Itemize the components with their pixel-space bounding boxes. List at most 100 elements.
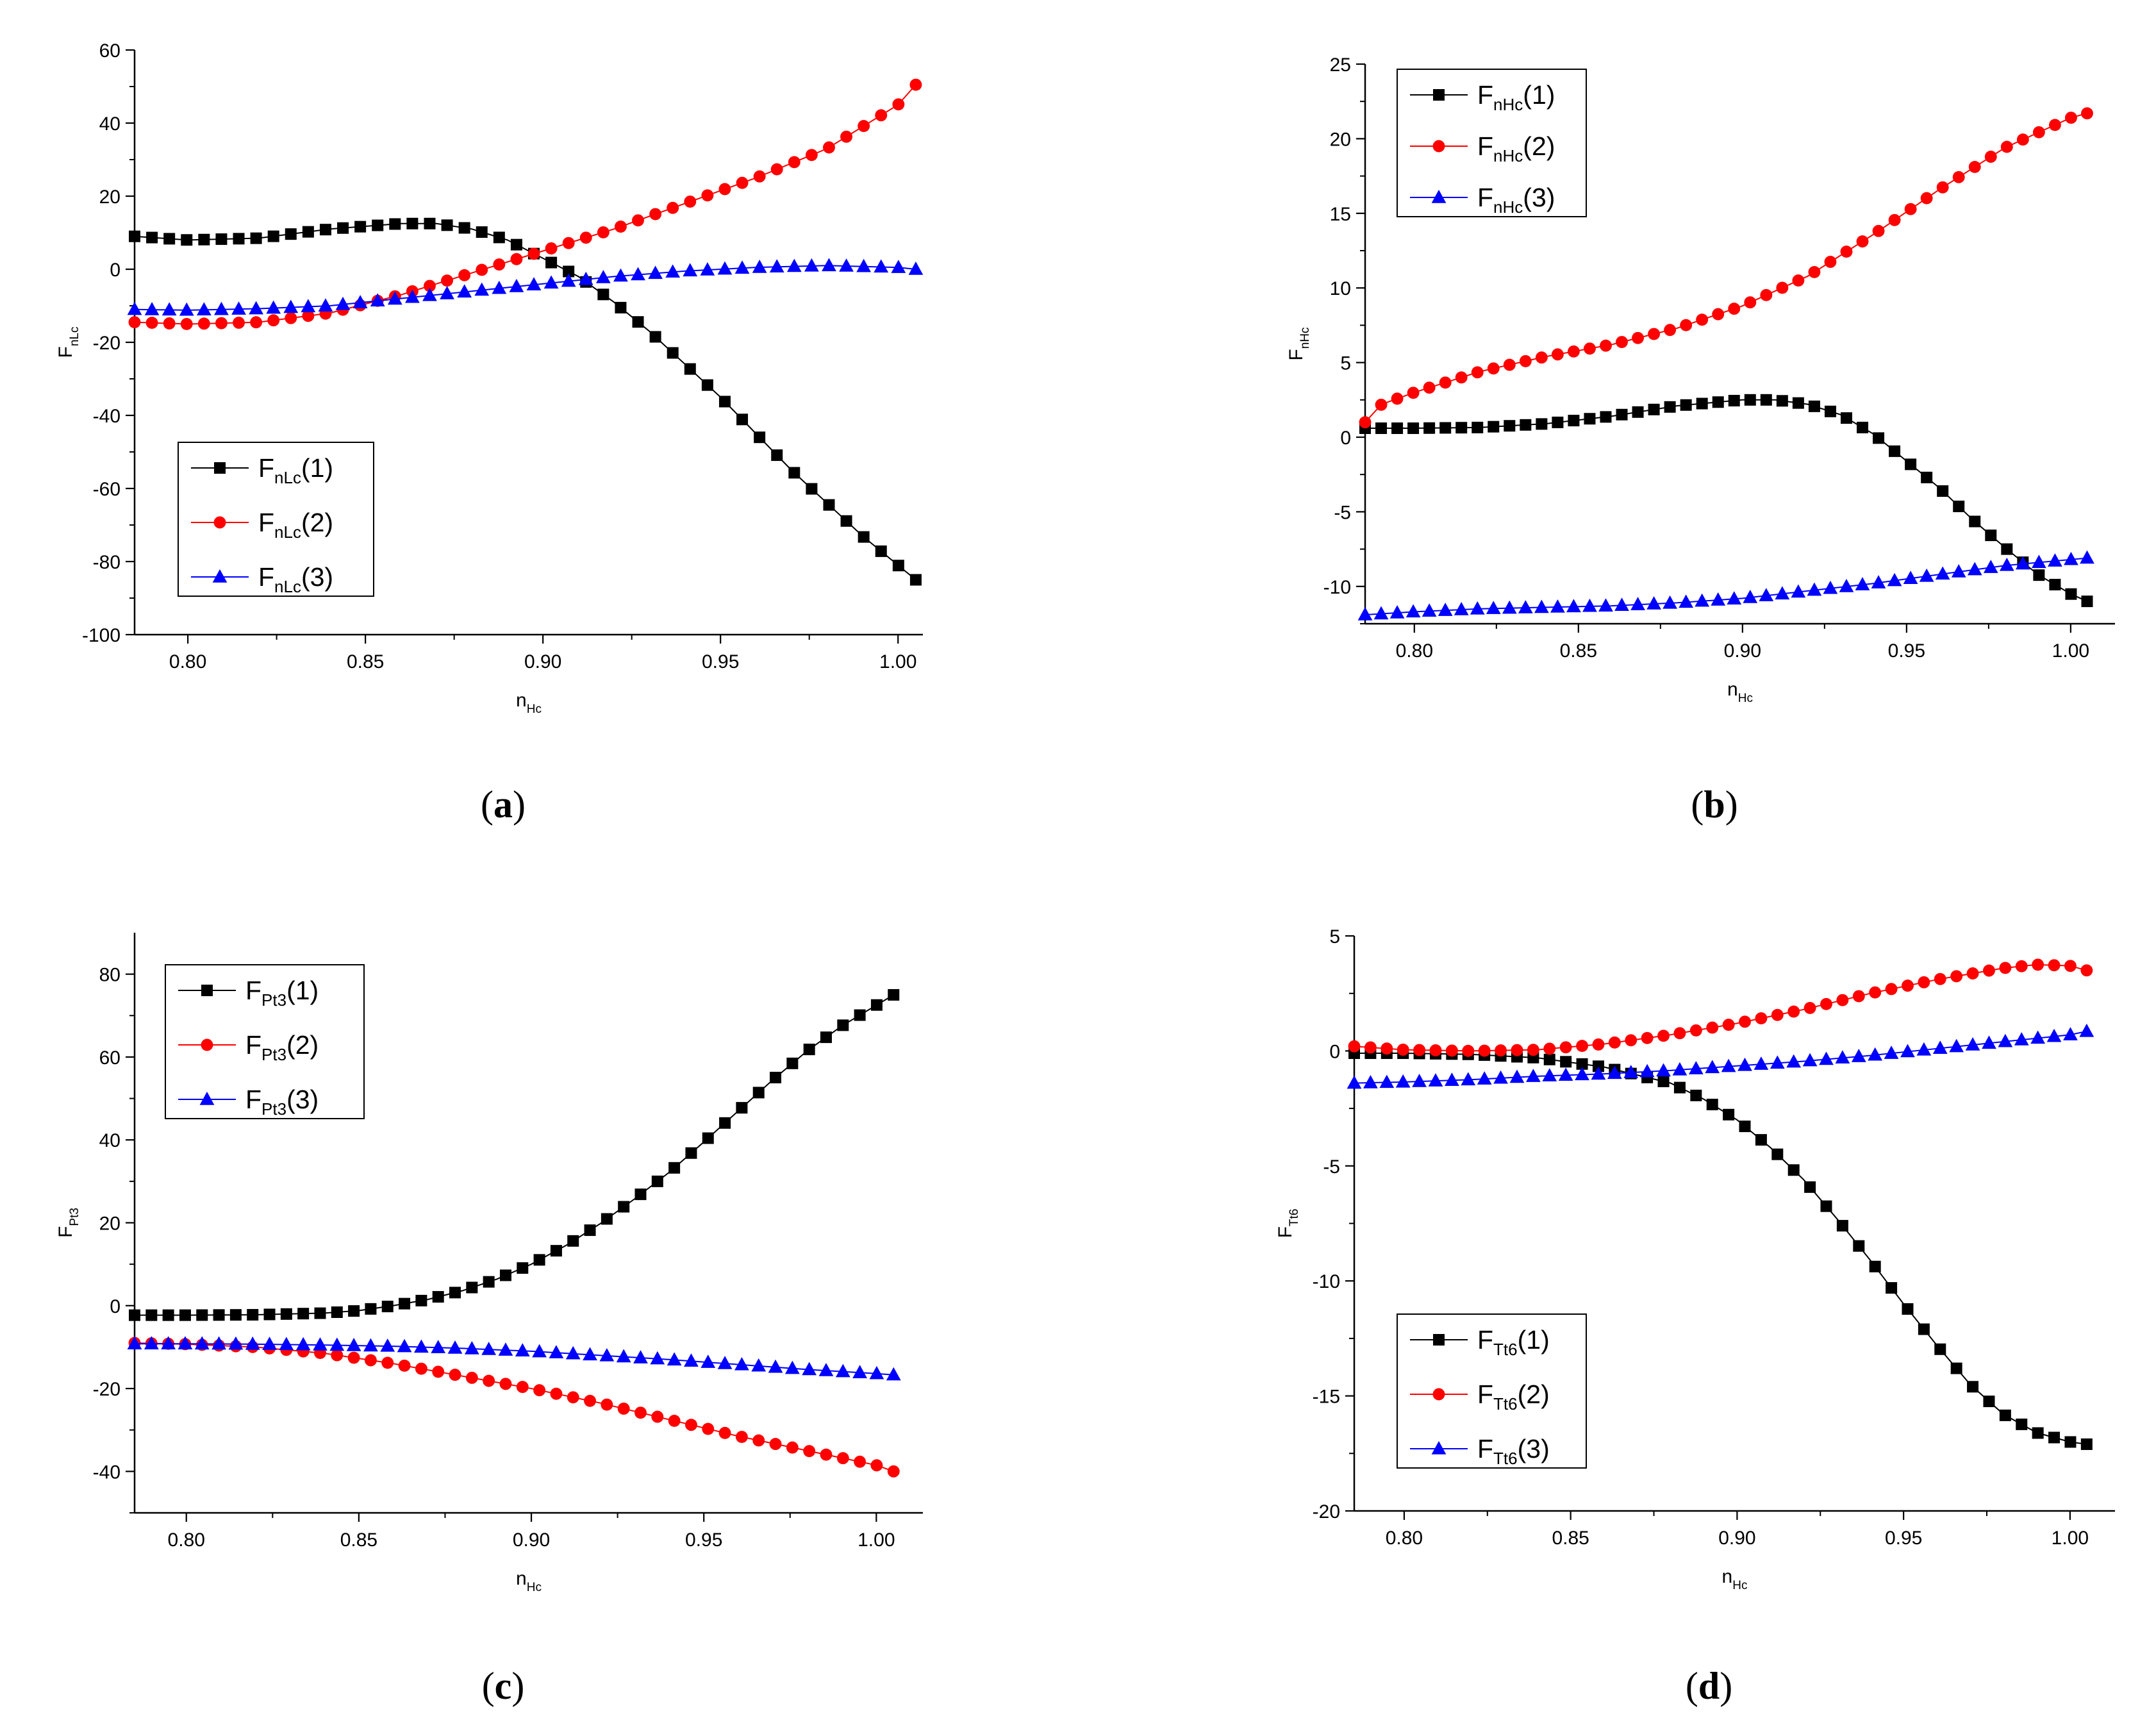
data-point [415,1362,427,1375]
series-line [1364,557,2087,616]
y-tick-label: -20 [93,1379,120,1400]
data-point [2001,543,2013,555]
data-point [331,1349,344,1362]
data-point [510,253,523,265]
data-point [752,1434,765,1447]
data-point [1819,1051,1834,1065]
data-point [734,260,750,274]
data-point [1527,1044,1539,1056]
data-point [1711,592,1726,606]
data-point [1519,354,1532,367]
data-point [498,1342,513,1356]
legend-item-2: FPt3(2) [178,1030,319,1064]
legend-item-3: FnHc(3) [1410,183,1555,217]
data-point [567,1235,579,1247]
data-point [567,1391,579,1404]
data-point [267,230,279,242]
data-point [347,1351,360,1364]
data-point [788,467,800,479]
data-point [1771,1008,1784,1021]
data-point [2048,553,2062,567]
data-point [1536,418,1548,430]
data-point [1920,192,1933,204]
data-point [1804,1181,1816,1193]
data-point [1984,151,1997,163]
data-point [526,277,542,290]
data-point [1999,1409,2011,1421]
data-point [464,1340,479,1355]
data-point [631,267,645,281]
data-point [1770,1055,1785,1069]
y-tick-label: -40 [93,1462,120,1483]
data-point [701,1355,716,1368]
legend-label: FnLc(3) [258,562,333,596]
data-point [457,284,472,298]
data-point [543,275,559,289]
data-point [601,1213,613,1225]
data-point [1696,313,1709,326]
x-tick-label: 1.00 [2052,1528,2089,1549]
data-point [354,221,367,233]
legend-marker [213,516,226,529]
data-point [250,232,262,244]
data-point [1775,586,1790,600]
data-point [685,1147,697,1159]
data-point [215,317,228,329]
data-point [1389,604,1405,619]
data-point [1559,1041,1572,1054]
chart-panel-a: 0.80 0.85 0.90 0.95 1.00 60 40 20 0 -20 -40 -60 -80 -… [55,40,924,826]
legend-marker [199,1091,215,1105]
data-point [1608,1036,1621,1049]
data-point [481,1342,497,1355]
data-point [215,233,228,246]
data-point [1918,976,1930,988]
series-2 [128,1337,900,1478]
data-point [1721,1058,1736,1072]
data-point [771,449,783,462]
data-point [565,1346,581,1360]
series-3 [1357,550,2094,621]
data-point [718,183,731,196]
data-point [751,1358,767,1372]
data-point [527,247,540,260]
data-point [1902,1303,1914,1315]
x-tick-label: 0.80 [1386,1528,1423,1549]
data-point [858,120,870,133]
y-tick-label: 20 [99,1213,120,1235]
data-point [1664,324,1677,337]
data-point [214,301,229,315]
data-point [840,515,852,527]
data-point [1934,972,1946,985]
data-point [231,301,246,315]
data-point [584,1224,596,1237]
data-point [1982,1035,1996,1049]
data-point [718,396,731,408]
data-point [1582,598,1597,612]
legend-item-1: FTt6(1) [1410,1325,1550,1359]
data-point [770,1071,782,1083]
x-tick-label: 1.00 [2052,640,2089,662]
data-point [597,226,609,238]
y-tick-label: 20 [99,187,120,208]
data-point [1727,591,1742,605]
legend: FnLc(1) FnLc(2) FnLc(3) [178,442,374,597]
data-point [1478,1044,1491,1057]
data-point [161,1336,176,1349]
y-tick-label: 5 [1329,926,1340,947]
data-point [2032,958,2044,971]
data-point [145,317,158,329]
data-point [2015,556,2030,570]
data-point [684,1419,697,1431]
data-point [413,1339,429,1353]
data-point [319,224,331,236]
data-point [667,347,679,359]
data-point [262,1337,277,1350]
data-point [1967,1381,1979,1393]
data-point [233,317,245,329]
data-point [211,1336,226,1350]
data-point [909,78,922,91]
series-2 [1348,958,2093,1057]
x-tick-label: 0.85 [340,1530,377,1551]
data-point [146,231,158,244]
data-point [1567,345,1580,358]
